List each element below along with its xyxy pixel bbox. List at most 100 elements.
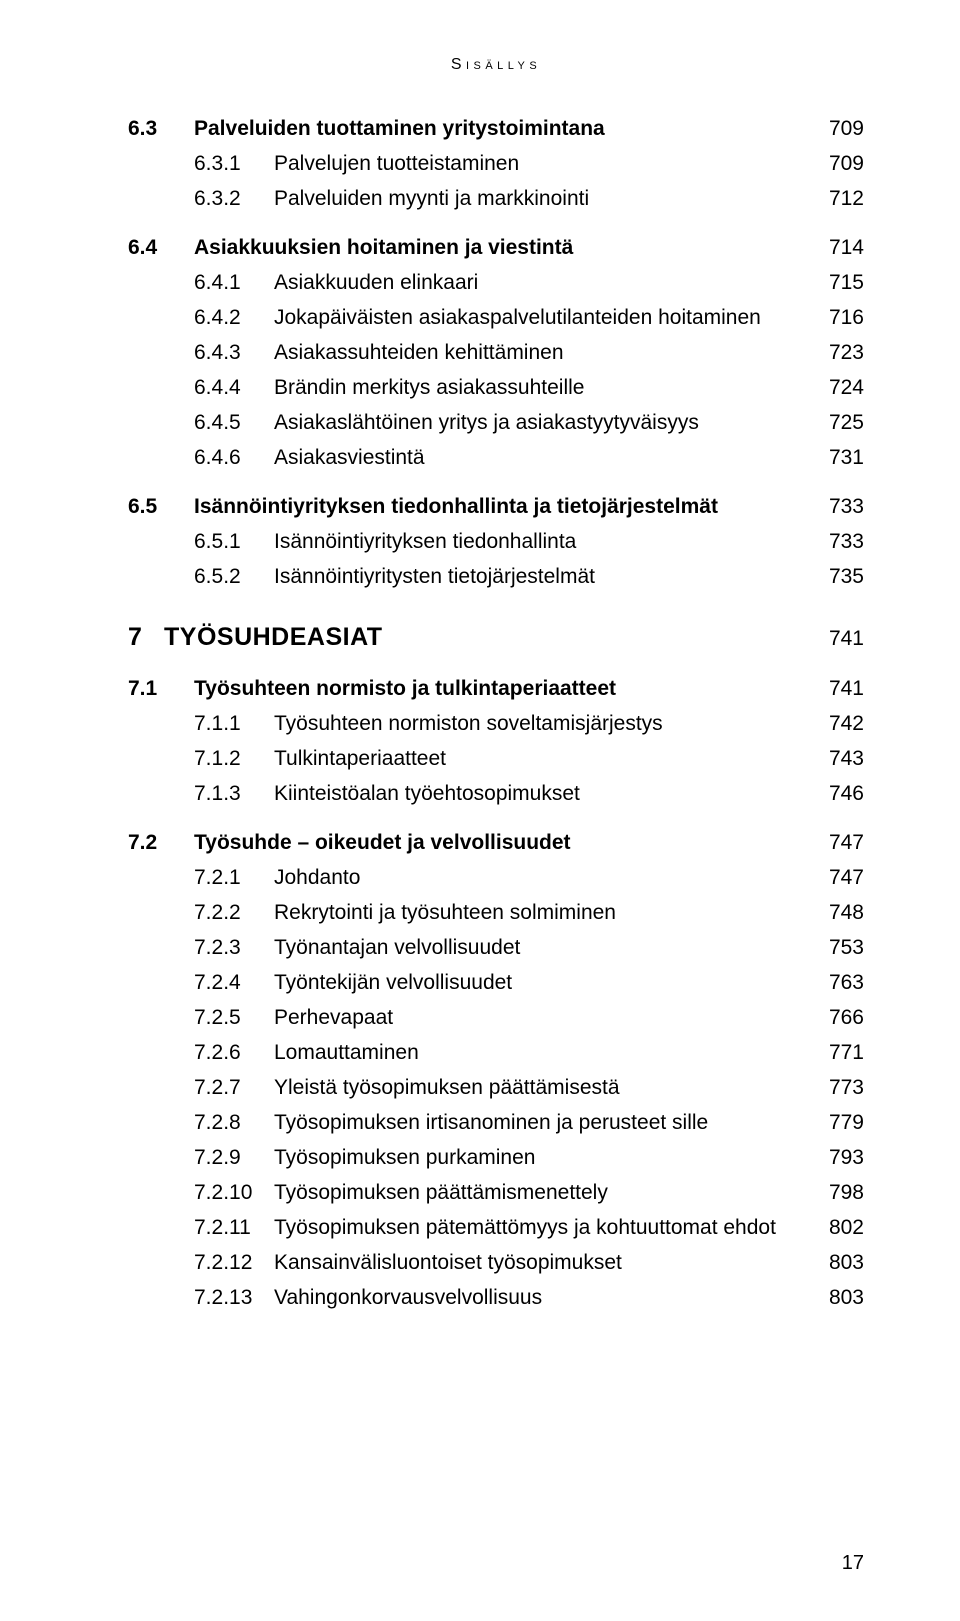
toc-row: 7.2.9Työsopimuksen purkaminen793 — [128, 1147, 864, 1168]
toc-label: TYÖSUHDEASIAT — [164, 625, 810, 650]
toc-row: 7.2.12Kansainvälisluontoiset työsopimuks… — [128, 1252, 864, 1273]
table-of-contents: 6.3Palveluiden tuottaminen yritystoimint… — [128, 118, 864, 1308]
toc-number: 6.3.2 — [194, 188, 274, 209]
toc-label: Tulkintaperiaatteet — [274, 748, 810, 769]
toc-page: 773 — [810, 1077, 864, 1098]
toc-row: 6.5.2Isännöintiyritysten tietojärjestelm… — [128, 566, 864, 587]
toc-row: 7.2Työsuhde – oikeudet ja velvollisuudet… — [128, 832, 864, 853]
toc-row: 6.4.1Asiakkuuden elinkaari715 — [128, 272, 864, 293]
toc-page: 771 — [810, 1042, 864, 1063]
page-number: 17 — [842, 1552, 864, 1575]
toc-label: Asiakassuhteiden kehittäminen — [274, 342, 810, 363]
toc-page: 746 — [810, 783, 864, 804]
toc-page: 715 — [810, 272, 864, 293]
toc-number: 6.4.6 — [194, 447, 274, 468]
toc-label: Työsopimuksen päättämismenettely — [274, 1182, 810, 1203]
toc-page: 725 — [810, 412, 864, 433]
toc-row: 7.2.8Työsopimuksen irtisanominen ja peru… — [128, 1112, 864, 1133]
toc-row: 6.3.1Palvelujen tuotteistaminen709 — [128, 153, 864, 174]
toc-label: Työsopimuksen pätemättömyys ja kohtuutto… — [274, 1217, 810, 1238]
toc-row: 6.4Asiakkuuksien hoitaminen ja viestintä… — [128, 237, 864, 258]
toc-page: 731 — [810, 447, 864, 468]
toc-page: 712 — [810, 188, 864, 209]
toc-label: Rekrytointi ja työsuhteen solmiminen — [274, 902, 810, 923]
toc-row: 7.2.11Työsopimuksen pätemättömyys ja koh… — [128, 1217, 864, 1238]
toc-page: 798 — [810, 1182, 864, 1203]
toc-row: 7.2.1Johdanto747 — [128, 867, 864, 888]
toc-page: 747 — [810, 832, 864, 853]
toc-number: 6.4.3 — [194, 342, 274, 363]
toc-label: Työsuhde – oikeudet ja velvollisuudet — [194, 832, 810, 853]
toc-page: 779 — [810, 1112, 864, 1133]
toc-row: 7.2.10Työsopimuksen päättämismenettely79… — [128, 1182, 864, 1203]
toc-row: 6.4.3Asiakassuhteiden kehittäminen723 — [128, 342, 864, 363]
toc-label: Asiakaslähtöinen yritys ja asiakastyytyv… — [274, 412, 810, 433]
toc-page: 714 — [810, 237, 864, 258]
toc-row: 7.2.4Työntekijän velvollisuudet763 — [128, 972, 864, 993]
toc-label: Isännöintiyrityksen tiedonhallinta ja ti… — [194, 496, 810, 517]
toc-number: 7.2.8 — [194, 1112, 274, 1133]
toc-page: 748 — [810, 902, 864, 923]
toc-number: 6.5 — [128, 496, 194, 517]
toc-number: 7.2.2 — [194, 902, 274, 923]
toc-number: 6.5.2 — [194, 566, 274, 587]
toc-row: 6.4.6Asiakasviestintä731 — [128, 447, 864, 468]
toc-row: 7.2.7Yleistä työsopimuksen päättämisestä… — [128, 1077, 864, 1098]
toc-row: 7.2.13Vahingonkorvausvelvollisuus803 — [128, 1287, 864, 1308]
toc-label: Työnantajan velvollisuudet — [274, 937, 810, 958]
toc-page: 802 — [810, 1217, 864, 1238]
toc-number: 6.4 — [128, 237, 194, 258]
toc-label: Työsopimuksen irtisanominen ja perusteet… — [274, 1112, 810, 1133]
toc-label: Yleistä työsopimuksen päättämisestä — [274, 1077, 810, 1098]
toc-number: 7.1.2 — [194, 748, 274, 769]
toc-row: 6.5.1Isännöintiyrityksen tiedonhallinta7… — [128, 531, 864, 552]
toc-number: 7.2.5 — [194, 1007, 274, 1028]
toc-number: 6.4.2 — [194, 307, 274, 328]
toc-page: 733 — [810, 531, 864, 552]
toc-number: 7.2.12 — [194, 1252, 274, 1273]
toc-page: 724 — [810, 377, 864, 398]
toc-page: 735 — [810, 566, 864, 587]
toc-label: Jokapäiväisten asiakaspalvelutilanteiden… — [274, 307, 810, 328]
toc-number: 6.3.1 — [194, 153, 274, 174]
toc-row: 6.3.2Palveluiden myynti ja markkinointi7… — [128, 188, 864, 209]
toc-row: 6.3Palveluiden tuottaminen yritystoimint… — [128, 118, 864, 139]
toc-label: Työsuhteen normiston soveltamisjärjestys — [274, 713, 810, 734]
toc-number: 7.2.1 — [194, 867, 274, 888]
toc-label: Asiakkuuden elinkaari — [274, 272, 810, 293]
toc-number: 7.2 — [128, 832, 194, 853]
toc-page: 763 — [810, 972, 864, 993]
toc-page: 723 — [810, 342, 864, 363]
toc-label: Palveluiden myynti ja markkinointi — [274, 188, 810, 209]
toc-row: 7.1Työsuhteen normisto ja tulkintaperiaa… — [128, 678, 864, 699]
toc-label: Johdanto — [274, 867, 810, 888]
toc-label: Työsopimuksen purkaminen — [274, 1147, 810, 1168]
toc-label: Brändin merkitys asiakassuhteille — [274, 377, 810, 398]
toc-page: 803 — [810, 1287, 864, 1308]
toc-number: 7.2.7 — [194, 1077, 274, 1098]
running-head: Sisällys — [128, 56, 864, 74]
toc-number: 6.4.5 — [194, 412, 274, 433]
toc-label: Työntekijän velvollisuudet — [274, 972, 810, 993]
toc-page: 793 — [810, 1147, 864, 1168]
toc-label: Työsuhteen normisto ja tulkintaperiaatte… — [194, 678, 810, 699]
toc-page: 742 — [810, 713, 864, 734]
toc-row: 6.4.4Brändin merkitys asiakassuhteille72… — [128, 377, 864, 398]
toc-page: 747 — [810, 867, 864, 888]
toc-row: 7TYÖSUHDEASIAT741 — [128, 625, 864, 650]
toc-number: 7.1.1 — [194, 713, 274, 734]
toc-label: Kiinteistöalan työehtosopimukset — [274, 783, 810, 804]
toc-page: 803 — [810, 1252, 864, 1273]
toc-number: 7.1.3 — [194, 783, 274, 804]
toc-row: 6.4.2Jokapäiväisten asiakaspalvelutilant… — [128, 307, 864, 328]
toc-number: 7.2.9 — [194, 1147, 274, 1168]
toc-row: 7.2.3Työnantajan velvollisuudet753 — [128, 937, 864, 958]
toc-number: 7.2.3 — [194, 937, 274, 958]
toc-page: 741 — [810, 628, 864, 649]
toc-number: 6.3 — [128, 118, 194, 139]
toc-number: 6.4.4 — [194, 377, 274, 398]
toc-row: 7.2.2Rekrytointi ja työsuhteen solmimine… — [128, 902, 864, 923]
toc-label: Asiakasviestintä — [274, 447, 810, 468]
toc-page: 709 — [810, 118, 864, 139]
toc-row: 7.1.1Työsuhteen normiston soveltamisjärj… — [128, 713, 864, 734]
